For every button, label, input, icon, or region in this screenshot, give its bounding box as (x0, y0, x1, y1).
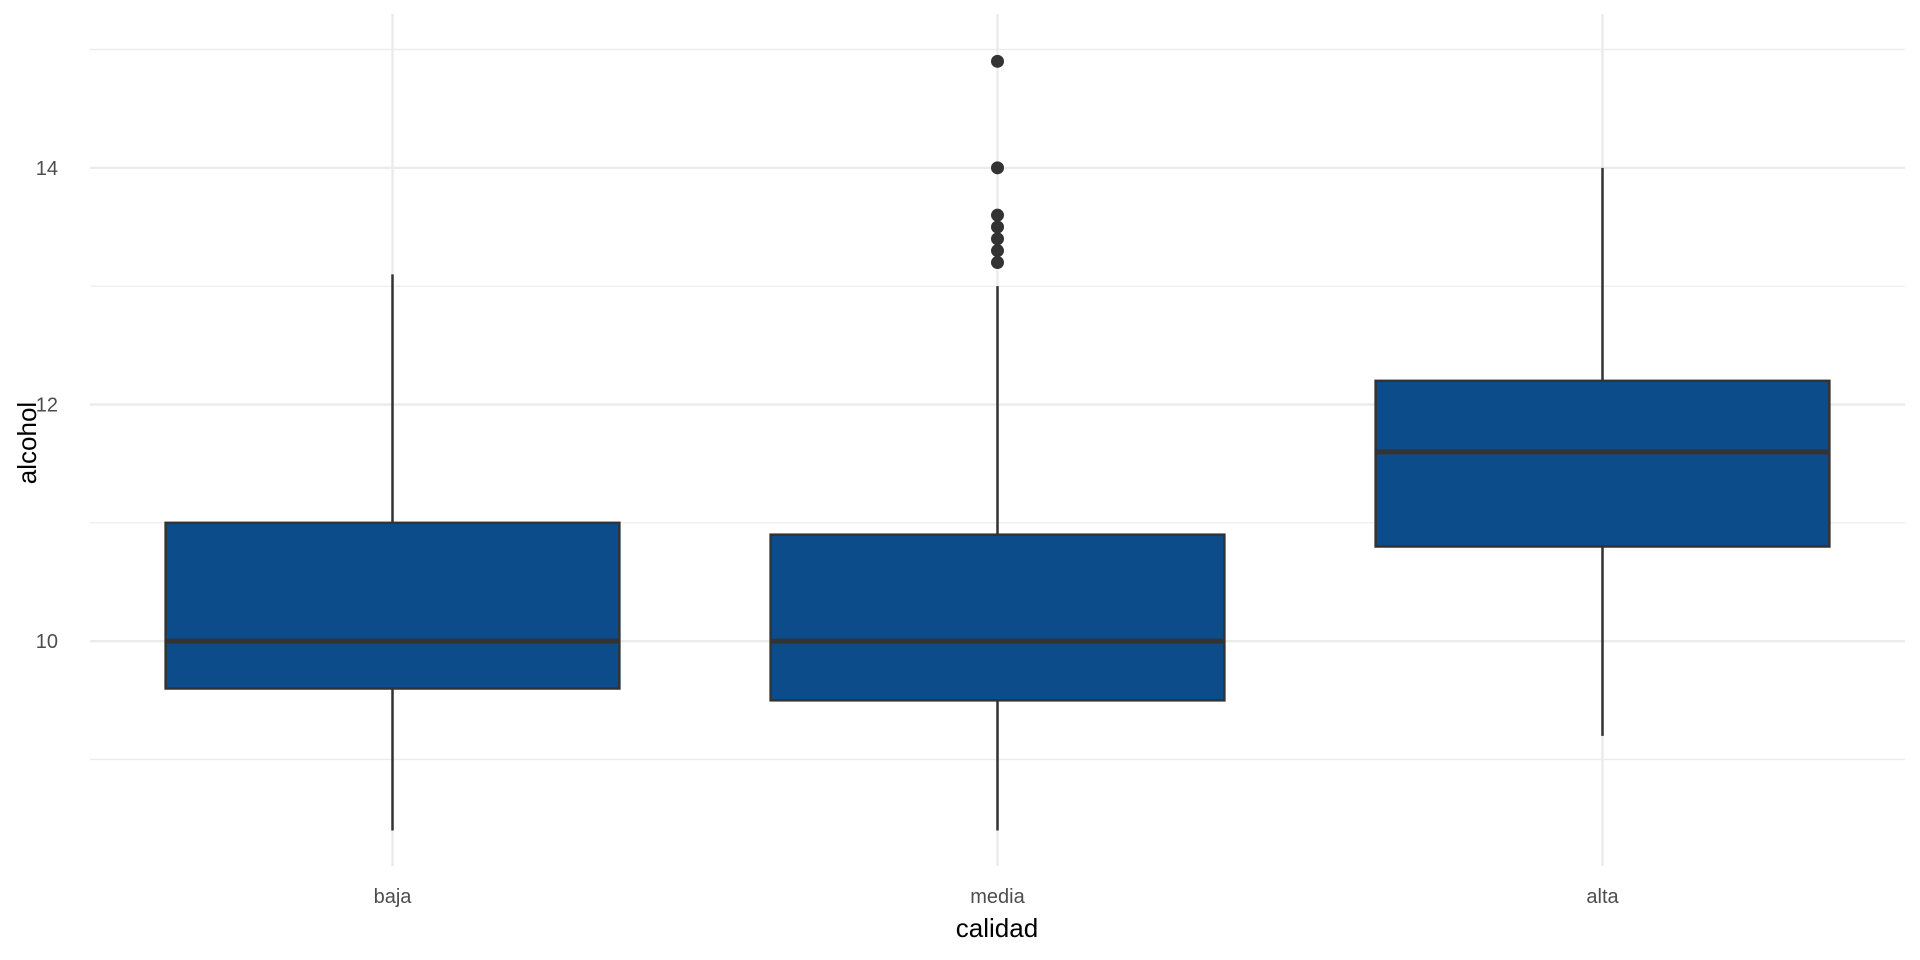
boxes (164, 54, 1831, 831)
y-tick-label: 12 (36, 395, 58, 417)
x-tick-labels: baja media alta (374, 886, 1620, 908)
outlier-point (991, 220, 1004, 234)
box-alta (1374, 167, 1831, 736)
x-tick-label-media: media (970, 886, 1025, 908)
y-tick-label: 10 (36, 631, 58, 653)
box-iqr (1374, 379, 1831, 548)
x-axis-title: calidad (956, 913, 1038, 943)
outlier-point (991, 244, 1004, 258)
outlier-point (991, 54, 1004, 68)
y-axis-title: alcohol (12, 402, 42, 484)
outlier-point (991, 208, 1004, 222)
box-media (769, 54, 1226, 831)
outlier-point (991, 256, 1004, 269)
box-iqr (769, 533, 1226, 702)
y-tick-label: 14 (36, 158, 58, 180)
box-baja (164, 274, 621, 831)
box-iqr (164, 521, 621, 690)
y-tick-labels: 10 12 14 (36, 158, 58, 653)
x-tick-label-baja: baja (374, 886, 413, 908)
x-tick-label-alta: alta (1586, 886, 1619, 908)
outlier-point (991, 161, 1004, 175)
outlier-point (991, 232, 1004, 246)
